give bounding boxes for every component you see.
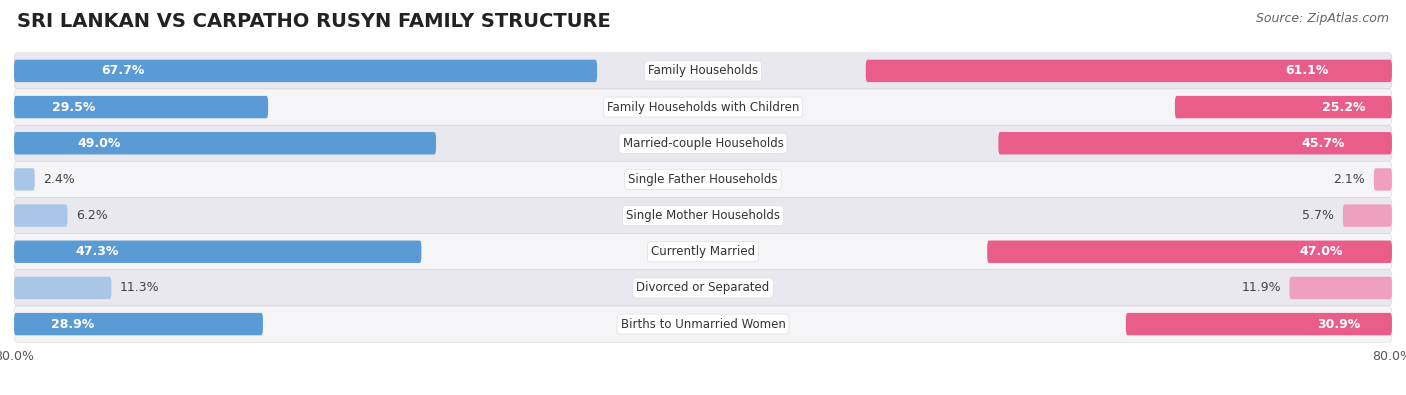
FancyBboxPatch shape bbox=[14, 234, 1392, 270]
FancyBboxPatch shape bbox=[1289, 277, 1392, 299]
FancyBboxPatch shape bbox=[14, 60, 598, 82]
FancyBboxPatch shape bbox=[14, 161, 1392, 198]
FancyBboxPatch shape bbox=[14, 53, 1392, 89]
Text: Family Households with Children: Family Households with Children bbox=[607, 101, 799, 114]
Text: 11.9%: 11.9% bbox=[1241, 281, 1281, 294]
FancyBboxPatch shape bbox=[1374, 168, 1392, 191]
Text: SRI LANKAN VS CARPATHO RUSYN FAMILY STRUCTURE: SRI LANKAN VS CARPATHO RUSYN FAMILY STRU… bbox=[17, 12, 610, 31]
Text: Single Father Households: Single Father Households bbox=[628, 173, 778, 186]
Text: Source: ZipAtlas.com: Source: ZipAtlas.com bbox=[1256, 12, 1389, 25]
FancyBboxPatch shape bbox=[14, 89, 1392, 125]
FancyBboxPatch shape bbox=[14, 270, 1392, 306]
FancyBboxPatch shape bbox=[14, 168, 35, 191]
Text: 28.9%: 28.9% bbox=[52, 318, 94, 331]
FancyBboxPatch shape bbox=[14, 198, 1392, 234]
Text: 5.7%: 5.7% bbox=[1302, 209, 1334, 222]
Text: 47.3%: 47.3% bbox=[75, 245, 118, 258]
FancyBboxPatch shape bbox=[14, 277, 111, 299]
FancyBboxPatch shape bbox=[14, 313, 263, 335]
Text: 61.1%: 61.1% bbox=[1285, 64, 1329, 77]
FancyBboxPatch shape bbox=[1343, 204, 1392, 227]
FancyBboxPatch shape bbox=[866, 60, 1392, 82]
FancyBboxPatch shape bbox=[998, 132, 1392, 154]
FancyBboxPatch shape bbox=[1175, 96, 1392, 118]
Text: 45.7%: 45.7% bbox=[1301, 137, 1344, 150]
FancyBboxPatch shape bbox=[14, 125, 1392, 161]
FancyBboxPatch shape bbox=[14, 132, 436, 154]
Text: Divorced or Separated: Divorced or Separated bbox=[637, 281, 769, 294]
FancyBboxPatch shape bbox=[987, 241, 1392, 263]
Legend: Sri Lankan, Carpatho Rusyn: Sri Lankan, Carpatho Rusyn bbox=[571, 391, 835, 395]
Text: 2.1%: 2.1% bbox=[1333, 173, 1365, 186]
Text: Married-couple Households: Married-couple Households bbox=[623, 137, 783, 150]
Text: 2.4%: 2.4% bbox=[44, 173, 75, 186]
Text: 67.7%: 67.7% bbox=[101, 64, 145, 77]
Text: Births to Unmarried Women: Births to Unmarried Women bbox=[620, 318, 786, 331]
FancyBboxPatch shape bbox=[14, 204, 67, 227]
Text: 25.2%: 25.2% bbox=[1323, 101, 1365, 114]
Text: 30.9%: 30.9% bbox=[1317, 318, 1360, 331]
Text: 29.5%: 29.5% bbox=[52, 101, 96, 114]
Text: 47.0%: 47.0% bbox=[1301, 245, 1343, 258]
Text: 11.3%: 11.3% bbox=[120, 281, 160, 294]
Text: Currently Married: Currently Married bbox=[651, 245, 755, 258]
FancyBboxPatch shape bbox=[14, 96, 269, 118]
FancyBboxPatch shape bbox=[1126, 313, 1392, 335]
Text: 49.0%: 49.0% bbox=[77, 137, 121, 150]
Text: 6.2%: 6.2% bbox=[76, 209, 108, 222]
Text: Family Households: Family Households bbox=[648, 64, 758, 77]
Text: Single Mother Households: Single Mother Households bbox=[626, 209, 780, 222]
FancyBboxPatch shape bbox=[14, 306, 1392, 342]
FancyBboxPatch shape bbox=[14, 241, 422, 263]
